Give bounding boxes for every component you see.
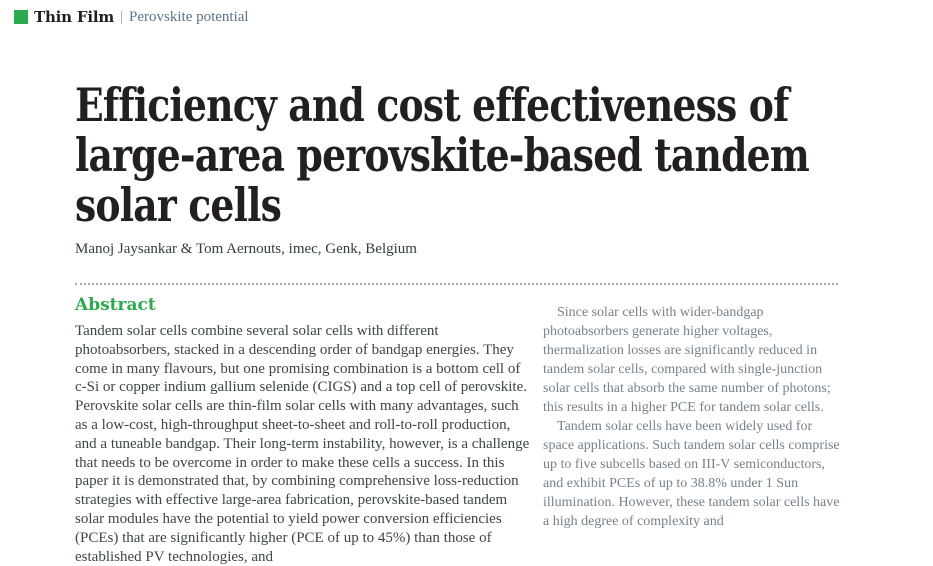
kicker-separator: | [120,8,124,25]
article-title: Efficiency and cost effectiveness of lar… [75,78,810,232]
byline: Manoj Jaysankar & Tom Aernouts, imec, Ge… [75,241,417,257]
magazine-page: { "theme": { "accent_green": "#2bab4e", … [14,8,843,565]
abstract-heading: Abstract [75,295,156,315]
article-title-line: solar cells [75,178,282,232]
section-color-square-icon [14,10,28,24]
abstract-text: Tandem solar cells combine several solar… [75,323,530,565]
abstract-column: Abstract Tandem solar cells combine seve… [75,295,530,566]
kicker: Thin Film | Perovskite potential [14,8,249,26]
body-text-column: Since solar cells with wider-bandgap pho… [543,303,843,531]
article-topic-label: Perovskite potential [129,8,249,25]
body-paragraph: Since solar cells with wider-bandgap pho… [543,305,831,415]
article-title-line: large-area perovskite-based tandem [75,128,810,182]
dotted-divider [75,283,838,285]
section-label: Thin Film [34,8,115,26]
article-title-line: Efficiency and cost effectiveness of [75,78,789,132]
body-paragraph: Tandem solar cells have been widely used… [543,419,840,529]
